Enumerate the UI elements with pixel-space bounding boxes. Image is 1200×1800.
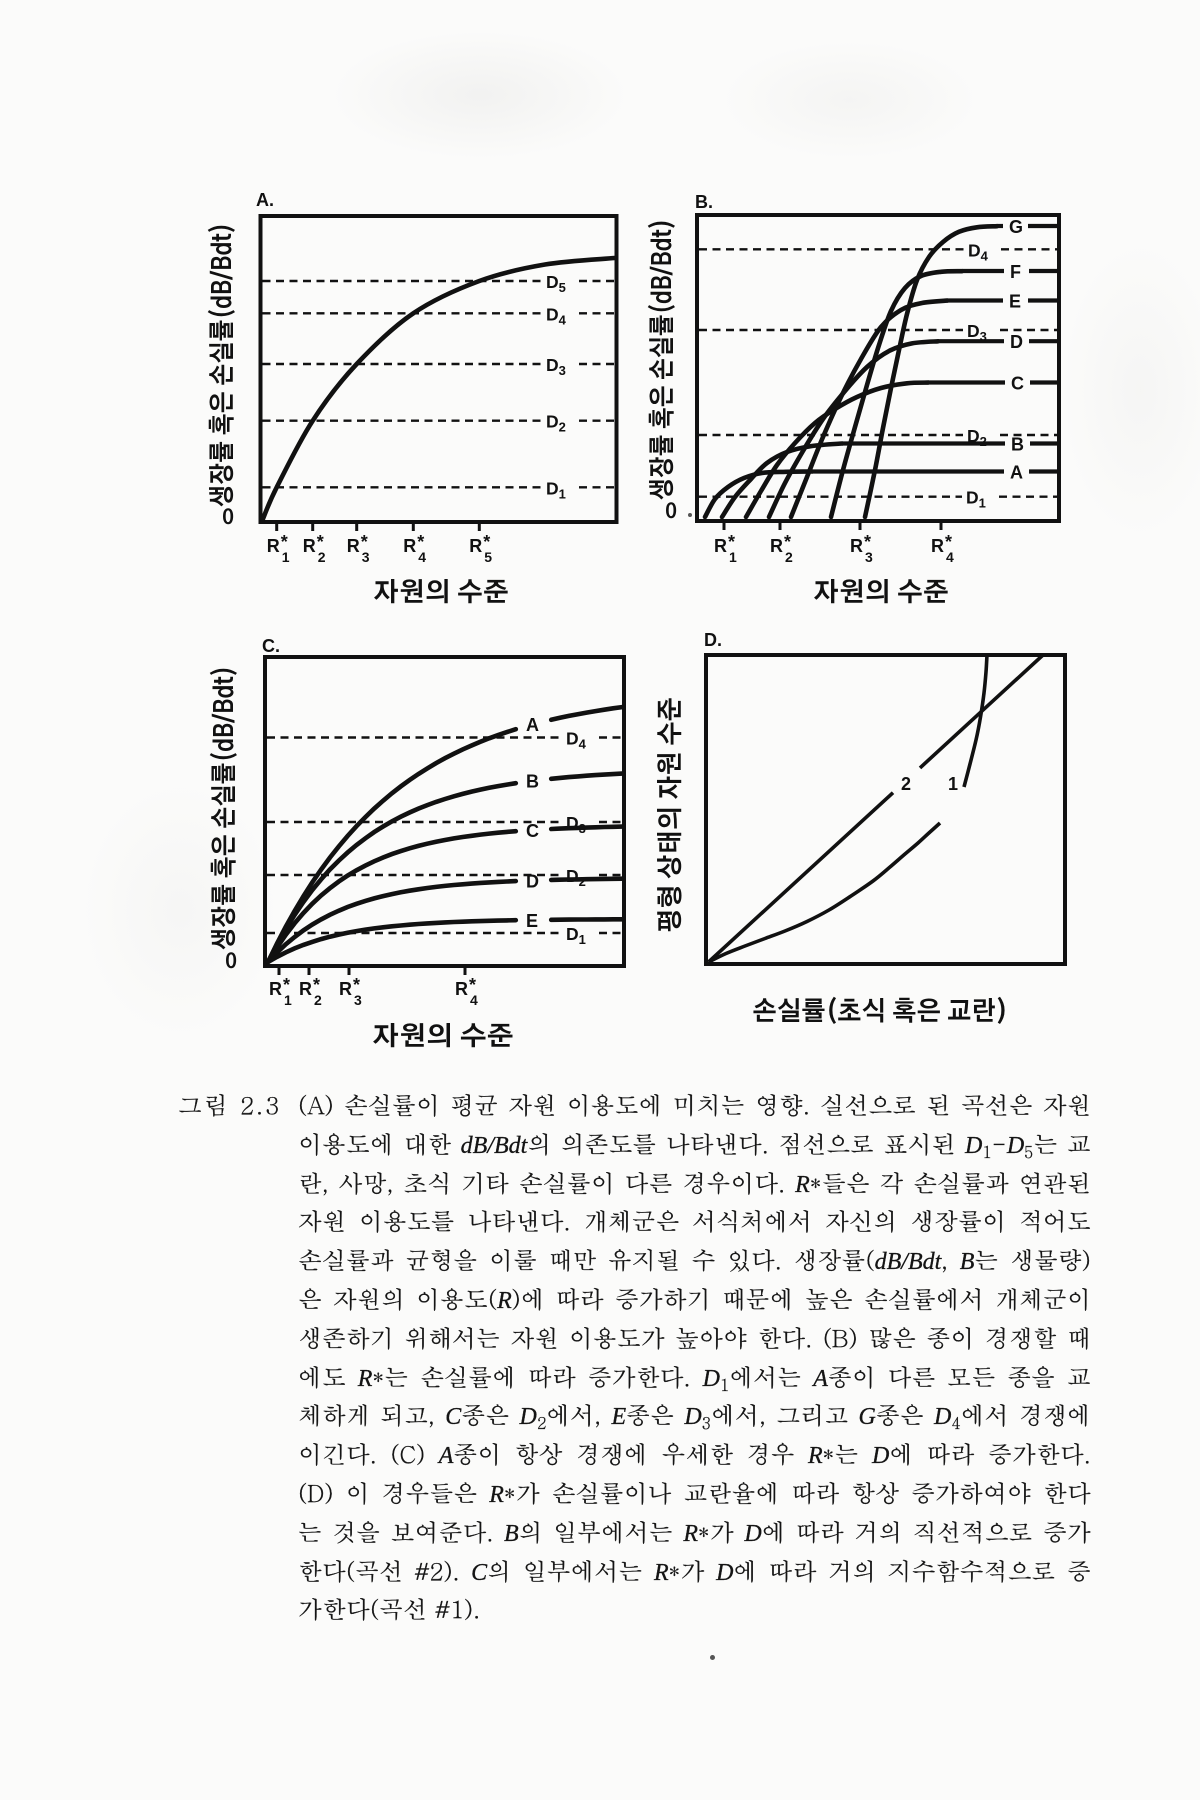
svg-text:0: 0 bbox=[225, 953, 237, 973]
svg-text:손실률(초식 혹은 교란): 손실률(초식 혹은 교란) bbox=[753, 996, 1008, 1026]
svg-text:*: * bbox=[864, 532, 871, 552]
svg-text:*: * bbox=[281, 532, 288, 552]
svg-text:R: R bbox=[267, 536, 280, 556]
svg-text:2: 2 bbox=[785, 549, 793, 565]
svg-text:*: * bbox=[317, 532, 324, 552]
svg-text:4: 4 bbox=[946, 549, 954, 565]
svg-text:B.: B. bbox=[695, 192, 713, 212]
svg-text:0: 0 bbox=[222, 509, 234, 529]
svg-text:B: B bbox=[1011, 435, 1024, 455]
svg-text:D1: D1 bbox=[546, 478, 566, 501]
svg-text:2: 2 bbox=[314, 992, 322, 1008]
svg-text:2: 2 bbox=[901, 774, 911, 794]
svg-text:*: * bbox=[728, 532, 735, 552]
svg-text:C.: C. bbox=[262, 636, 280, 656]
svg-text:D3: D3 bbox=[566, 813, 586, 836]
svg-text:B: B bbox=[526, 772, 539, 792]
svg-text:A.: A. bbox=[256, 190, 274, 210]
svg-text:1: 1 bbox=[729, 549, 737, 565]
svg-text:D2: D2 bbox=[546, 412, 566, 435]
svg-text:R: R bbox=[714, 536, 727, 556]
svg-text:1: 1 bbox=[282, 549, 290, 565]
svg-text:생장률 혹은 손실률(dB/Bdt): 생장률 혹은 손실률(dB/Bdt) bbox=[209, 666, 239, 950]
svg-text:*: * bbox=[313, 975, 320, 995]
svg-text:생장률 혹은 손실률(dB/Bdt): 생장률 혹은 손실률(dB/Bdt) bbox=[647, 219, 677, 500]
svg-text:5: 5 bbox=[484, 549, 492, 565]
svg-text:D1: D1 bbox=[966, 488, 986, 511]
svg-text:R: R bbox=[269, 979, 282, 999]
svg-text:*: * bbox=[784, 532, 791, 552]
svg-text:R: R bbox=[403, 536, 416, 556]
svg-text:D5: D5 bbox=[546, 272, 566, 295]
svg-text:R: R bbox=[469, 536, 482, 556]
svg-text:0: 0 bbox=[665, 503, 677, 523]
svg-text:R: R bbox=[303, 536, 316, 556]
svg-text:D4: D4 bbox=[566, 729, 587, 752]
svg-text:R: R bbox=[347, 536, 360, 556]
svg-text:*: * bbox=[483, 532, 490, 552]
svg-text:자원의 수준: 자원의 수준 bbox=[372, 1023, 514, 1051]
svg-text:4: 4 bbox=[418, 549, 426, 565]
svg-text:D3: D3 bbox=[546, 355, 566, 378]
svg-text:3: 3 bbox=[354, 992, 362, 1008]
svg-text:*: * bbox=[353, 975, 360, 995]
svg-text:*: * bbox=[417, 532, 424, 552]
svg-text:E: E bbox=[526, 911, 538, 931]
svg-text:생장률 혹은 손실률(dB/Bdt): 생장률 혹은 손실률(dB/Bdt) bbox=[207, 223, 237, 507]
svg-text:3: 3 bbox=[865, 549, 873, 565]
svg-text:E: E bbox=[1009, 292, 1021, 312]
svg-text:D1: D1 bbox=[566, 924, 586, 947]
svg-text:D.: D. bbox=[704, 630, 722, 650]
svg-text:자원의 수준: 자원의 수준 bbox=[813, 579, 949, 607]
svg-text:*: * bbox=[361, 532, 368, 552]
svg-text:R: R bbox=[299, 979, 312, 999]
svg-text:평형 상태의 자원 수준: 평형 상태의 자원 수준 bbox=[656, 697, 685, 933]
svg-text:R: R bbox=[850, 536, 863, 556]
svg-text:R: R bbox=[770, 536, 783, 556]
svg-text:R: R bbox=[931, 536, 944, 556]
svg-text:3: 3 bbox=[362, 549, 370, 565]
svg-text:D4: D4 bbox=[968, 240, 989, 263]
svg-text:F: F bbox=[1010, 262, 1021, 282]
svg-text:D: D bbox=[1010, 332, 1023, 352]
svg-text:4: 4 bbox=[470, 992, 478, 1008]
svg-text:R: R bbox=[339, 979, 352, 999]
svg-text:R: R bbox=[455, 979, 468, 999]
svg-text:*: * bbox=[469, 975, 476, 995]
svg-text:A: A bbox=[526, 715, 539, 735]
svg-text:D4: D4 bbox=[546, 304, 567, 327]
svg-text:*: * bbox=[283, 975, 290, 995]
svg-text:*: * bbox=[945, 532, 952, 552]
svg-text:A: A bbox=[1010, 463, 1023, 483]
svg-text:C: C bbox=[1011, 374, 1024, 394]
svg-text:C: C bbox=[526, 821, 539, 841]
svg-text:자원의 수준: 자원의 수준 bbox=[373, 579, 509, 607]
svg-text:G: G bbox=[1009, 217, 1023, 237]
svg-text:1: 1 bbox=[284, 992, 292, 1008]
svg-text:D: D bbox=[526, 871, 539, 891]
svg-text:1: 1 bbox=[948, 774, 958, 794]
svg-text:2: 2 bbox=[318, 549, 326, 565]
